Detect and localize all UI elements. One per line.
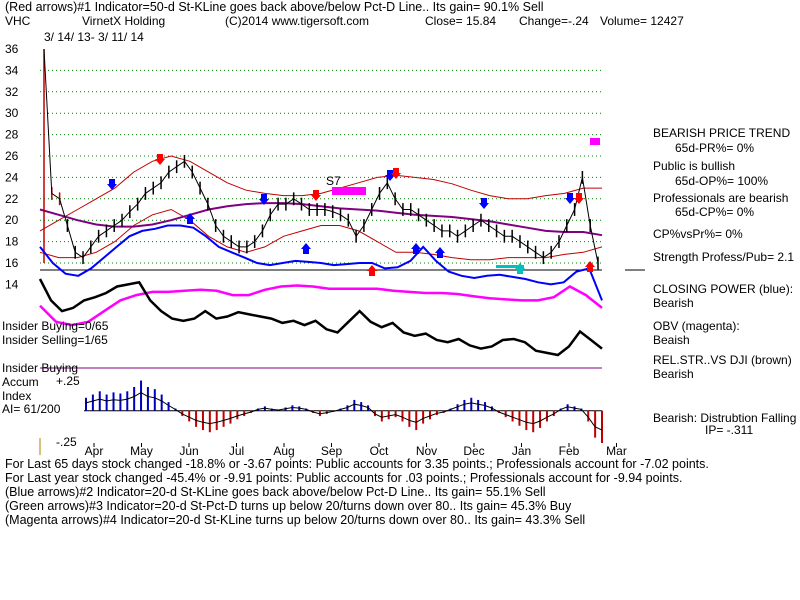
- price-grid: [40, 69, 645, 369]
- y-tick-16: 16: [5, 256, 19, 270]
- red-arrow-icon: [367, 265, 377, 276]
- magenta-arrow-icon: [590, 138, 600, 145]
- y-tick-36: 36: [5, 42, 19, 56]
- closing-power-line: [39, 224, 603, 301]
- x-tick-oct: Oct: [370, 444, 389, 458]
- footer-line1: For Last 65 days stock changed -18.8% or…: [5, 457, 709, 471]
- footer-line3: (Blue arrows)#2 Indicator=20-d St-KLine …: [5, 485, 546, 499]
- x-tick-aug: Aug: [273, 444, 294, 458]
- x-tick-sep: Sep: [321, 444, 343, 458]
- accum-plus-25: +.25: [56, 374, 80, 388]
- close-price: Close= 15.84: [425, 14, 497, 28]
- rel-str-value: Bearish: [653, 367, 694, 381]
- green-arrow-icon: [515, 263, 525, 274]
- y-tick-18: 18: [5, 235, 19, 249]
- x-tick-feb: Feb: [559, 444, 580, 458]
- copyright: (C)2014 www.tigersoft.com: [225, 14, 370, 28]
- x-axis-labels: Apr May Jun Jul Aug Sep Oct Nov Dec Jan Feb Mar: [85, 443, 627, 458]
- y-tick-28: 28: [5, 128, 19, 142]
- lower-band: [39, 208, 603, 261]
- red-arrow-icon: [391, 168, 401, 179]
- x-tick-mar: Mar: [606, 444, 627, 458]
- blue-arrow-icon: [435, 247, 445, 258]
- insider-buying-count: Insider Buying=0/65: [2, 319, 109, 333]
- pr-value: 65d-PR%= 0%: [675, 141, 755, 155]
- closing-power-value: Bearish: [653, 296, 694, 310]
- blue-arrow-icon: [185, 213, 195, 224]
- red-arrow-icon: [155, 154, 165, 165]
- obv-label: OBV (magenta):: [653, 319, 740, 333]
- op-value: 65d-OP%= 100%: [675, 174, 769, 188]
- obv-line: [39, 284, 603, 327]
- moving-average: [39, 202, 603, 237]
- y-tick-32: 32: [5, 85, 19, 99]
- closing-power-label: CLOSING POWER (blue):: [653, 282, 794, 296]
- strength-ratio: Strength Profess/Pub= 2.1: [653, 250, 795, 264]
- blue-arrow-icon: [411, 243, 421, 254]
- x-tick-nov: Nov: [416, 444, 437, 458]
- y-tick-34: 34: [5, 63, 19, 77]
- obv-value: Beaish: [653, 333, 690, 347]
- y-tick-24: 24: [5, 170, 19, 184]
- chart-series: [38, 48, 603, 357]
- x-tick-jun: Jun: [179, 444, 198, 458]
- y-tick-20: 20: [5, 213, 19, 227]
- insider-selling-count: Insider Selling=1/65: [2, 333, 108, 347]
- footer-line5: (Magenta arrows)#4 Indicator=20-d St-KLi…: [5, 513, 586, 527]
- y-tick-14: 14: [5, 277, 19, 291]
- y-tick-22: 22: [5, 192, 19, 206]
- red-arrow-icon: [311, 190, 321, 201]
- rel-str-label: REL.STR..VS DJI (brown): [653, 353, 792, 367]
- x-tick-apr: Apr: [85, 444, 104, 458]
- red-arrow-icon: [585, 261, 595, 272]
- cp-vs-pr: CP%vsPr%= 0%: [653, 227, 743, 241]
- professionals-status: Professionals are bearish: [653, 191, 789, 205]
- company-name: VirnetX Holding: [82, 14, 166, 28]
- s7-annotation: S7: [326, 174, 341, 188]
- y-axis-ticks: 36 34 32 30 28 26 24 22 20 18 16 14: [5, 42, 19, 291]
- date-range: 3/ 14/ 13- 3/ 11/ 14: [44, 30, 144, 44]
- signal-arrows: [107, 138, 600, 276]
- blue-arrow-icon: [107, 179, 117, 190]
- public-status: Public is bullish: [653, 159, 736, 173]
- ai-value: AI= 61/200: [2, 402, 61, 416]
- bearish-distribution: Bearish: Distrubtion Falling: [653, 411, 797, 425]
- blue-arrow-icon: [301, 243, 311, 254]
- footer-line2: For Last year stock changed -45.4% or -9…: [5, 471, 683, 485]
- x-tick-dec: Dec: [463, 444, 484, 458]
- x-tick-may: May: [130, 444, 153, 458]
- y-tick-26: 26: [5, 149, 19, 163]
- magenta-arrow-icon: [332, 187, 366, 195]
- insider-buying-label: Insider Buying: [2, 361, 79, 375]
- red-arrow-icon: [574, 193, 584, 204]
- x-tick-jul: Jul: [229, 444, 244, 458]
- ip-value: IP= -.311: [705, 423, 754, 437]
- header-line1: (Red arrows)#1 Indicator=50-d St-KLine g…: [5, 0, 544, 14]
- accum-ma-line: [85, 392, 603, 431]
- price-line: [43, 48, 599, 264]
- index-label: Index: [2, 389, 32, 403]
- cp-value: 65d-CP%= 0%: [675, 205, 755, 219]
- bearish-price-trend: BEARISH PRICE TREND: [653, 126, 791, 140]
- blue-arrow-icon: [565, 193, 575, 204]
- y-tick-30: 30: [5, 106, 19, 120]
- change-value: Change=-.24: [519, 14, 589, 28]
- footer-line4: (Green arrows)#3 Indicator=20-d St-Pct-D…: [5, 499, 572, 513]
- accum-index-histogram: [39, 380, 603, 455]
- upper-band: [39, 155, 602, 232]
- blue-arrow-icon: [385, 170, 395, 181]
- accum-label: Accum: [2, 375, 39, 389]
- blue-arrow-icon: [479, 198, 489, 209]
- green-marker-icon: [496, 265, 524, 268]
- volume-value: Volume= 12427: [600, 14, 684, 28]
- ticker-symbol: VHC: [5, 14, 31, 28]
- accum-minus-25: -.25: [56, 435, 77, 449]
- x-tick-jan: Jan: [512, 444, 531, 458]
- blue-arrow-icon: [259, 194, 269, 205]
- rel-str-line: [38, 278, 603, 357]
